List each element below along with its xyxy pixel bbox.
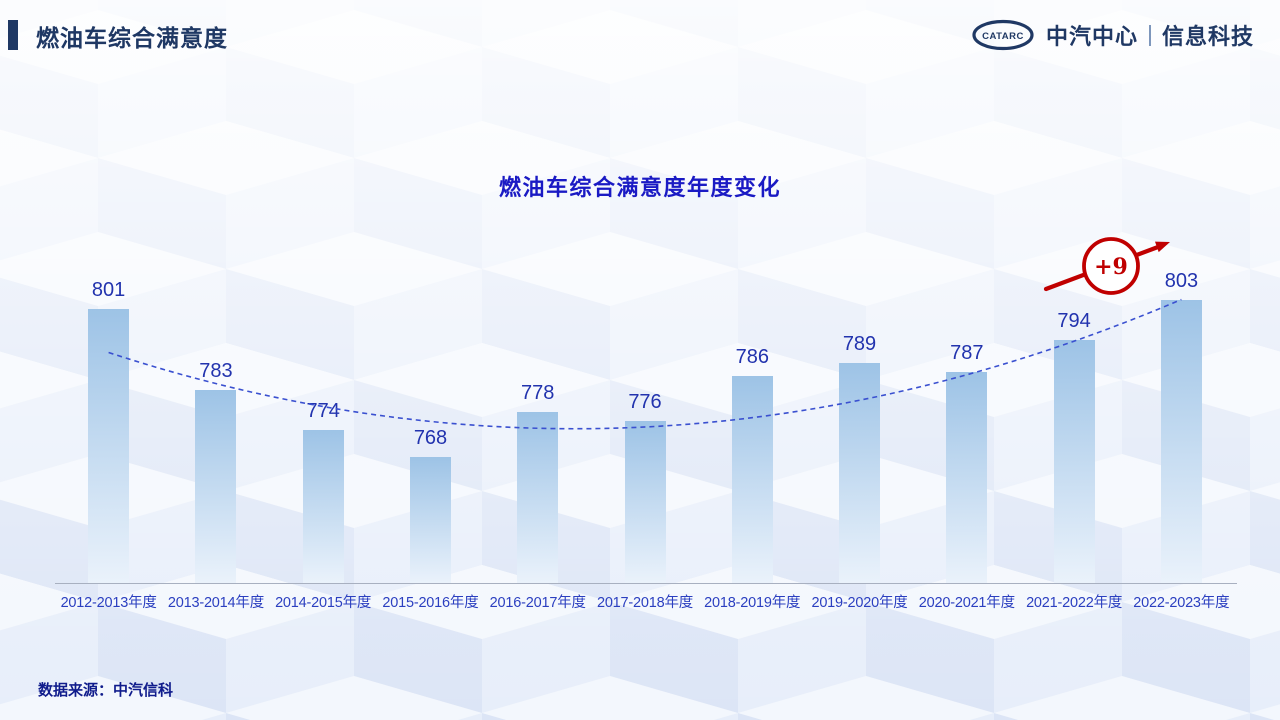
catarc-logo-icon: CATARC xyxy=(972,19,1034,51)
chart-title: 燃油车综合满意度年度变化 xyxy=(498,175,781,200)
bar-value-label: 774 xyxy=(306,400,340,422)
bar xyxy=(731,376,773,583)
bar xyxy=(302,430,344,583)
bar-value-label: 801 xyxy=(91,278,126,301)
data-source: 数据来源：中汽信科 xyxy=(38,682,174,699)
bar xyxy=(946,371,988,583)
bar-value-label: 803 xyxy=(1164,269,1199,292)
bar xyxy=(624,421,666,583)
x-axis-label: 2021-2022年度 xyxy=(1026,595,1123,611)
bar xyxy=(1160,299,1202,583)
x-axis-label: 2012-2013年度 xyxy=(60,595,157,611)
x-axis-label: 2017-2018年度 xyxy=(596,595,694,611)
brand-primary: 中汽中心 xyxy=(1045,24,1138,49)
page-title: 燃油车综合满意度 xyxy=(36,25,228,51)
bar xyxy=(839,362,880,583)
bar-value-label: 778 xyxy=(521,382,555,404)
x-axis-label: 2019-2020年度 xyxy=(811,595,908,611)
x-axis-line xyxy=(55,583,1237,584)
x-axis-label: 2015-2016年度 xyxy=(382,595,479,611)
bar-value-label: 776 xyxy=(628,391,662,413)
bar xyxy=(88,308,130,583)
bar xyxy=(410,457,451,583)
bar-value-label: 789 xyxy=(842,332,877,355)
x-axis-label: 2014-2015年度 xyxy=(275,595,372,611)
x-axis-label: 2018-2019年度 xyxy=(704,595,801,611)
bar-value-label: 786 xyxy=(735,346,769,368)
bar-value-label: 768 xyxy=(413,427,448,449)
catarc-logo-text: CATARC xyxy=(982,31,1024,42)
brand-divider-bar xyxy=(1148,24,1151,46)
x-axis-label: 2020-2021年度 xyxy=(918,595,1015,611)
title-accent-bar xyxy=(8,20,18,50)
x-axis-label: 2016-2017年度 xyxy=(489,595,586,611)
x-axis-label: 2022-2023年度 xyxy=(1133,595,1230,611)
bar-value-label: 787 xyxy=(950,341,984,364)
bar xyxy=(517,412,559,583)
bar xyxy=(1053,340,1095,583)
bar-value-label: 794 xyxy=(1057,310,1091,332)
brand-secondary: 信息科技 xyxy=(1161,24,1254,49)
bar xyxy=(195,389,237,583)
x-axis-label: 2013-2014年度 xyxy=(167,595,265,611)
brand-logo: CATARC 中汽中心 信息科技 xyxy=(970,18,1254,52)
bar-value-label: 783 xyxy=(199,359,233,382)
